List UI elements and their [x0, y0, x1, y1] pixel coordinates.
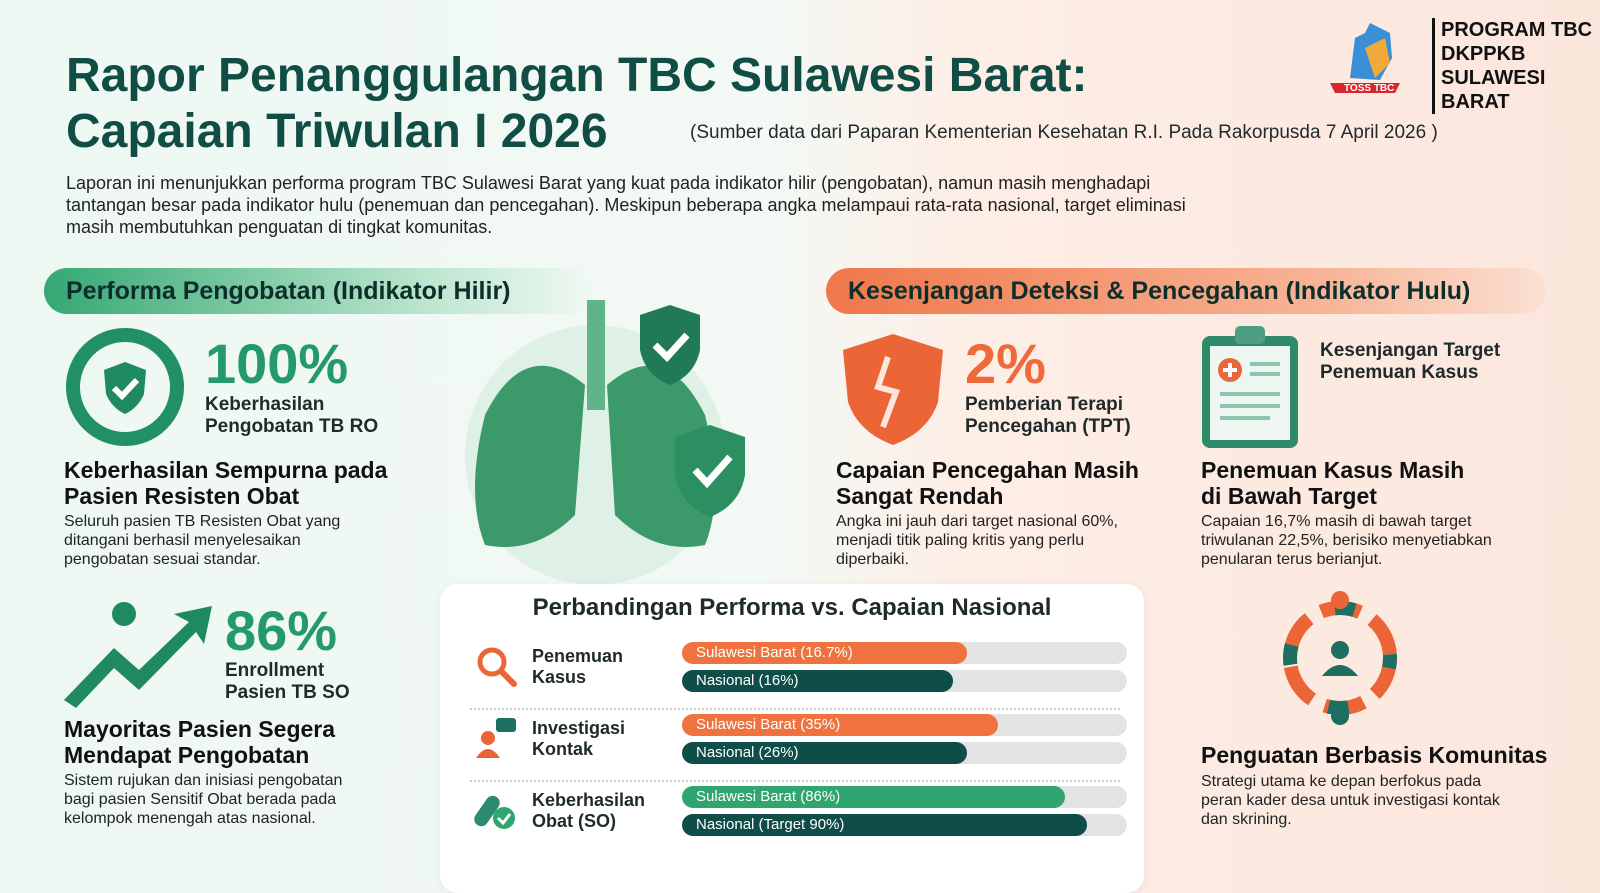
- pill-check-icon: [474, 788, 518, 837]
- chart-title: Perbandingan Performa vs. Capaian Nasion…: [532, 594, 1052, 621]
- logo-text: PROGRAM TBC DKPPKB SULAWESI BARAT: [1432, 18, 1600, 114]
- category-label-line: Kontak: [532, 739, 594, 759]
- stat-label-gap: Kesenjangan Target Penemuan Kasus: [1320, 340, 1501, 383]
- svg-text:TOSS TBC: TOSS TBC: [1344, 83, 1394, 94]
- category-label: Investigasi Kontak: [532, 718, 625, 760]
- heading-community: Penguatan Berbasis Komunitas: [1201, 742, 1548, 768]
- bar-sulawesi-barat: Sulawesi Barat (16.7%): [682, 642, 967, 664]
- shield-check-icon: [66, 328, 184, 446]
- community-circle-icon: [1283, 591, 1397, 725]
- heading-tpt: Capaian Pencegahan Masih Sangat Rendah: [836, 457, 1139, 509]
- category-label-line: Kasus: [532, 667, 587, 687]
- category-label-line: Obat (SO): [532, 811, 616, 831]
- intro-text: Laporan ini menunjukkan performa program…: [66, 173, 1186, 237]
- growth-arrow-icon: [64, 602, 212, 708]
- chart-row: Keberhasilan Obat (SO) Sulawesi Barat (86%…: [470, 786, 1127, 856]
- row-divider: [470, 708, 1120, 710]
- body-so: Sistem rujukan dan inisiasi pengobatan b…: [64, 772, 343, 827]
- contact-chat-icon: [474, 716, 518, 765]
- body-ro: Seluruh pasien TB Resisten Obat yang dit…: [64, 513, 341, 568]
- stat-label-tpt: Pemberian Terapi Pencegahan (TPT): [965, 394, 1131, 437]
- toss-tbc-hand-icon: TOSS TBC: [1330, 23, 1400, 94]
- stat-value-tpt: 2%: [965, 332, 1046, 395]
- stat-value-ro: 100%: [205, 332, 349, 395]
- stat-label-so: Enrollment Pasien TB SO: [225, 660, 350, 703]
- page-title: Rapor Penanggulangan TBC Sulawesi Barat:…: [66, 49, 1088, 158]
- clipboard-icon: [1202, 326, 1298, 448]
- row-divider: [470, 780, 1120, 782]
- search-icon: [474, 644, 518, 693]
- category-label-line: Keberhasilan: [532, 790, 646, 810]
- bar-sulawesi-barat: Sulawesi Barat (35%): [682, 714, 998, 736]
- logo: TOSS TBC: [1320, 8, 1420, 98]
- comparison-chart-card: Perbandingan Performa vs. Capaian Nasion…: [440, 584, 1144, 893]
- section-title-hilir: Performa Pengobatan (Indikator Hilir): [44, 268, 594, 314]
- bar-track: Sulawesi Barat (16.7%): [682, 642, 1127, 664]
- broken-shield-icon: [843, 334, 943, 445]
- category-label-line: Penemuan: [532, 646, 624, 666]
- section-title-hulu: Kesenjangan Deteksi & Pencegahan (Indika…: [826, 268, 1546, 314]
- bar-track: Nasional (26%): [682, 742, 1127, 764]
- category-label: Keberhasilan Obat (SO): [532, 790, 645, 832]
- chart-row: Investigasi Kontak Sulawesi Barat (35%) Nas…: [470, 714, 1127, 784]
- bar-track: Nasional (Target 90%): [682, 814, 1127, 836]
- bar-track: Nasional (16%): [682, 670, 1127, 692]
- heading-so: Mayoritas Pasien Segera Mendapat Pengobat…: [64, 716, 336, 768]
- category-label-line: Investigasi: [532, 718, 626, 738]
- bar-nasional: Nasional (Target 90%): [682, 814, 1087, 836]
- bar-nasional: Nasional (16%): [682, 670, 954, 692]
- heading-gap: Penemuan Kasus Masih di Bawah Target: [1201, 457, 1465, 509]
- body-community: Strategi utama ke depan berfokus pada pe…: [1201, 773, 1500, 828]
- bar-track: Sulawesi Barat (86%): [682, 786, 1127, 808]
- body-gap: Capaian 16,7% masih di bawah target triw…: [1201, 513, 1492, 568]
- bar-nasional: Nasional (26%): [682, 742, 967, 764]
- bar-sulawesi-barat: Sulawesi Barat (86%): [682, 786, 1065, 808]
- body-tpt: Angka ini jauh dari target nasional 60%,…: [836, 513, 1118, 568]
- lungs-shield-illustration: [465, 300, 745, 585]
- source-note: (Sumber data dari Paparan Kementerian Ke…: [690, 122, 1438, 143]
- heading-ro: Keberhasilan Sempurna pada Pasien Resiste…: [64, 457, 388, 509]
- chart-row: Penemuan Kasus Sulawesi Barat (16.7%) Nasio…: [470, 642, 1127, 712]
- bar-track: Sulawesi Barat (35%): [682, 714, 1127, 736]
- stat-value-so: 86%: [225, 599, 338, 662]
- stat-label-ro: Keberhasilan Pengobatan TB RO: [205, 394, 379, 437]
- category-label: Penemuan Kasus: [532, 646, 623, 688]
